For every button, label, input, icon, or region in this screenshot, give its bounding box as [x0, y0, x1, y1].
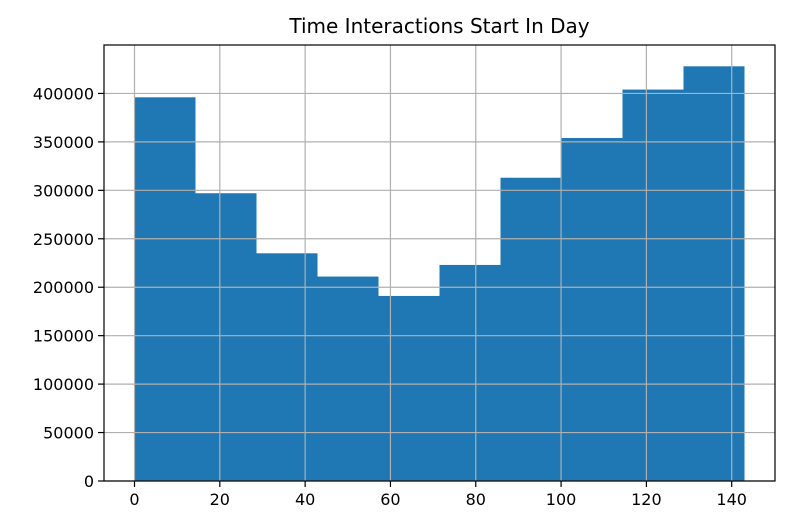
histogram-bar: [317, 276, 379, 481]
chart-title: Time Interactions Start In Day: [288, 14, 589, 38]
x-tick-label: 0: [129, 490, 139, 509]
x-tick-label: 140: [716, 490, 747, 509]
y-tick-label: 0: [84, 472, 94, 491]
histogram-bar: [561, 138, 623, 481]
y-tick-label: 150000: [33, 327, 94, 346]
y-tick-label: 350000: [33, 133, 94, 152]
axes-layer: 0 20 40 60 80 100 120 140 0 50000 100000 150000 2000…: [33, 44, 776, 509]
plot-frame: [103, 44, 776, 482]
x-tick-label: 60: [380, 490, 400, 509]
x-tick-label: 80: [466, 490, 486, 509]
y-tick-label: 50000: [43, 424, 94, 443]
histogram-bar: [683, 66, 745, 481]
histogram-bar: [134, 97, 196, 481]
y-tick-label: 100000: [33, 375, 94, 394]
bars-layer: [134, 66, 745, 482]
histogram-bar: [256, 253, 318, 481]
x-tick-label: 40: [295, 490, 315, 509]
histogram-bar: [622, 89, 684, 482]
y-tick-label: 200000: [33, 278, 94, 297]
histogram-bar: [195, 193, 257, 482]
histogram-bar: [500, 177, 562, 481]
y-tick-label: 400000: [33, 84, 94, 103]
x-tick-label: 20: [210, 490, 230, 509]
x-tick-label: 100: [546, 490, 577, 509]
y-tick-label: 300000: [33, 181, 94, 200]
histogram-bar: [439, 264, 501, 481]
y-tick-label: 250000: [33, 230, 94, 249]
histogram-bar: [378, 295, 440, 481]
x-tick-label: 120: [631, 490, 662, 509]
